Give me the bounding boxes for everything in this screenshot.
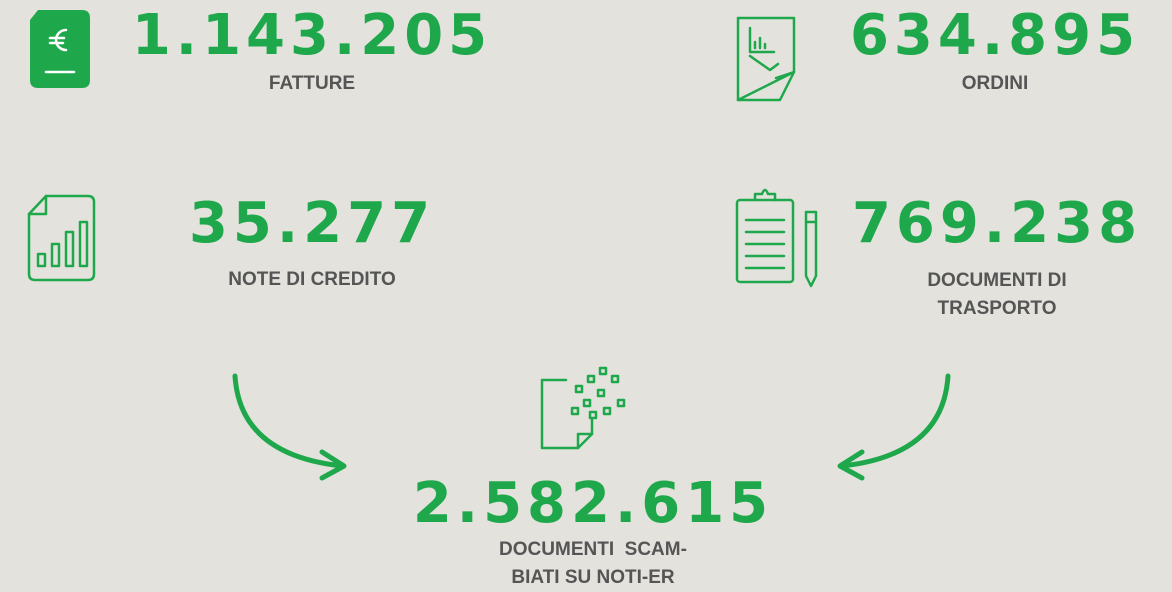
stat-label: ORDINI — [961, 73, 1029, 94]
right-arrow — [839, 373, 951, 469]
arrows — [232, 373, 951, 481]
total-label: DOCUMENTI SCAM- — [499, 539, 687, 560]
transport-icon — [735, 188, 818, 288]
stat-value: 1.143.205 — [131, 3, 493, 68]
left-arrow — [232, 373, 345, 469]
total-value: 2.582.615 — [412, 471, 774, 536]
stat-label: FATTURE — [268, 73, 356, 94]
stat-value: 769.238 — [851, 191, 1143, 256]
stat-label: DOCUMENTI DI — [927, 270, 1067, 291]
stat-value: 35.277 — [188, 191, 436, 256]
stat-value: 634.895 — [849, 3, 1141, 68]
stat-label: NOTE DI CREDITO — [228, 269, 396, 290]
invoice-icon — [30, 10, 90, 88]
left-arrow-head — [319, 449, 347, 481]
right-arrow-head — [837, 449, 865, 481]
total-label: BIATI SU NOTI-ER — [511, 567, 675, 588]
orders-icon — [736, 16, 796, 102]
stat-label: TRASPORTO — [937, 298, 1057, 319]
exchange-icon — [540, 366, 626, 450]
credit-note-icon — [27, 194, 96, 282]
